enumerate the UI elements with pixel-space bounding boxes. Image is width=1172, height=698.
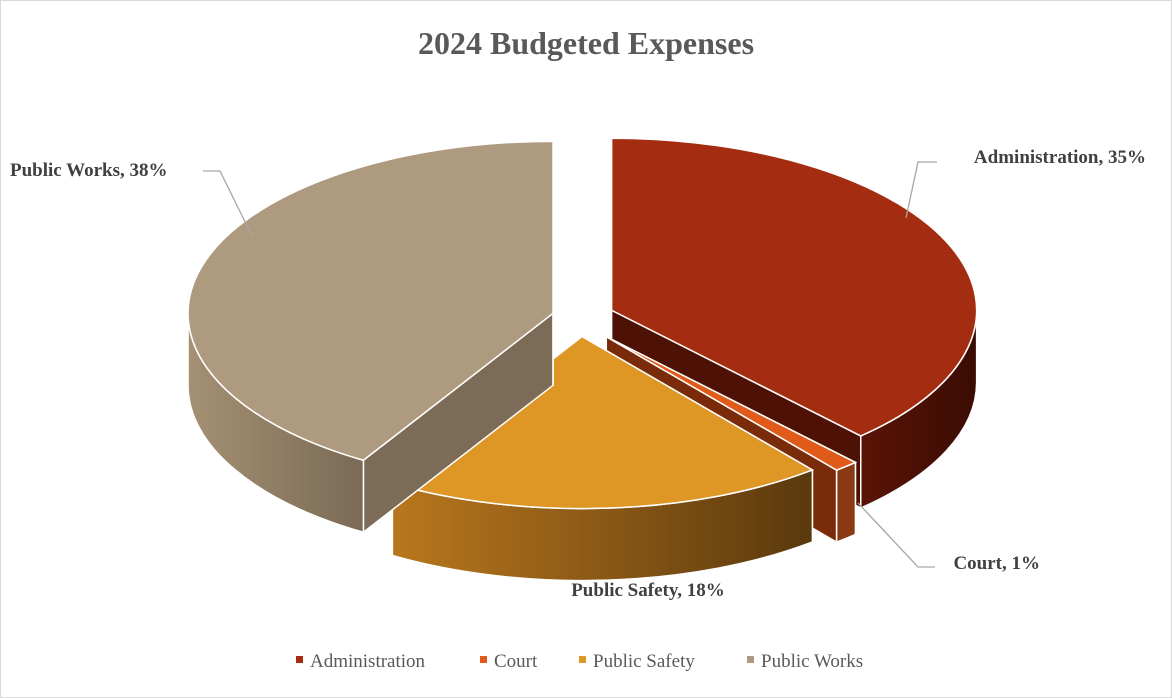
legend-item: Public Safety	[579, 651, 695, 672]
legend-label: Public Safety	[593, 651, 695, 672]
data-label: Court, 1%	[953, 553, 1040, 574]
legend-swatch	[296, 656, 303, 663]
data-label: Administration, 35%	[974, 147, 1146, 168]
legend-label: Administration	[310, 651, 426, 672]
slice-top-face	[610, 137, 978, 437]
legend: Administration Court Public Safety Public W…	[296, 651, 863, 672]
slice-top-face	[605, 336, 858, 471]
slice-top-face	[390, 335, 815, 510]
legend-swatch	[579, 656, 586, 663]
legend-label: Court	[494, 651, 538, 672]
legend-item: Court	[480, 651, 538, 672]
leader-lines	[203, 161, 937, 568]
pie-slice-public-works	[187, 140, 554, 534]
slice-outer-wall	[835, 461, 857, 544]
legend-item: Administration	[296, 651, 426, 672]
legend-label: Public Works	[761, 651, 863, 672]
data-label: Public Works, 38%	[10, 160, 167, 181]
chart-title: 2024 Budgeted Expenses	[418, 25, 754, 61]
legend-item: Public Works	[747, 651, 863, 672]
pie-slice-public-safety	[390, 335, 815, 582]
leader-line	[857, 502, 935, 568]
slice-top-face	[187, 140, 554, 462]
legend-swatch	[480, 656, 487, 663]
data-labels: Administration, 35% Court, 1% Public Safet…	[10, 147, 1146, 601]
data-label: Public Safety, 18%	[571, 580, 725, 601]
leader-line	[905, 161, 937, 219]
legend-swatch	[747, 656, 754, 663]
leader-line	[203, 170, 253, 237]
pie-slices	[187, 137, 978, 582]
